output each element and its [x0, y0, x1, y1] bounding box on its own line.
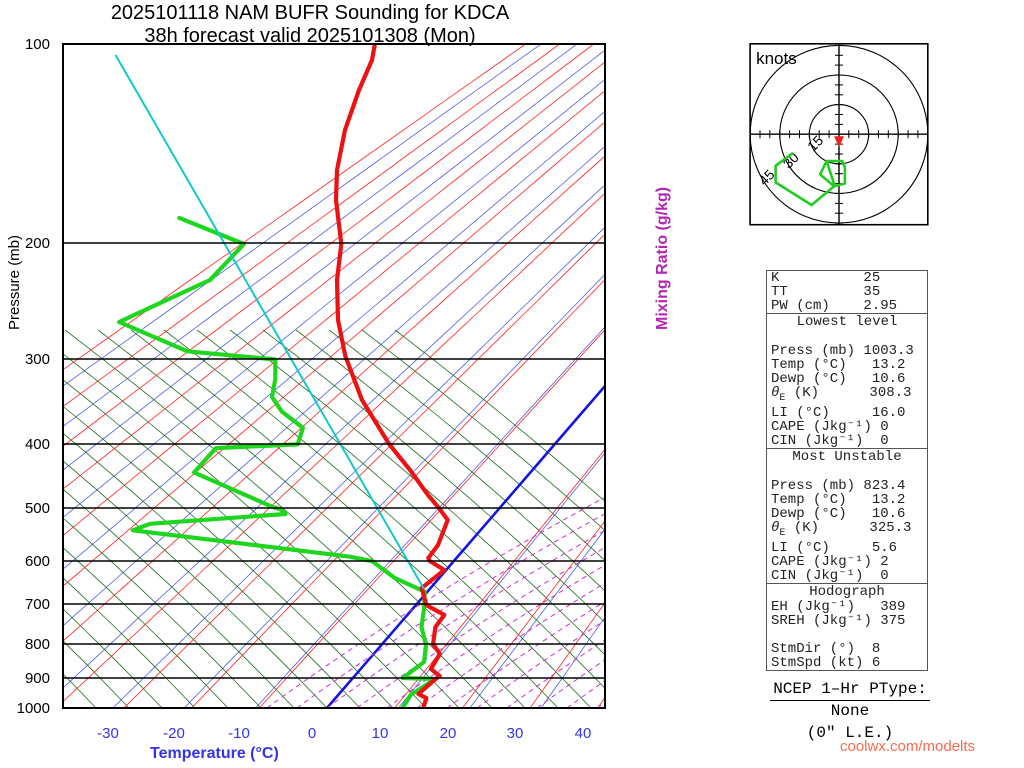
svg-text:knots: knots: [756, 49, 797, 68]
svg-text:15: 15: [804, 132, 826, 154]
